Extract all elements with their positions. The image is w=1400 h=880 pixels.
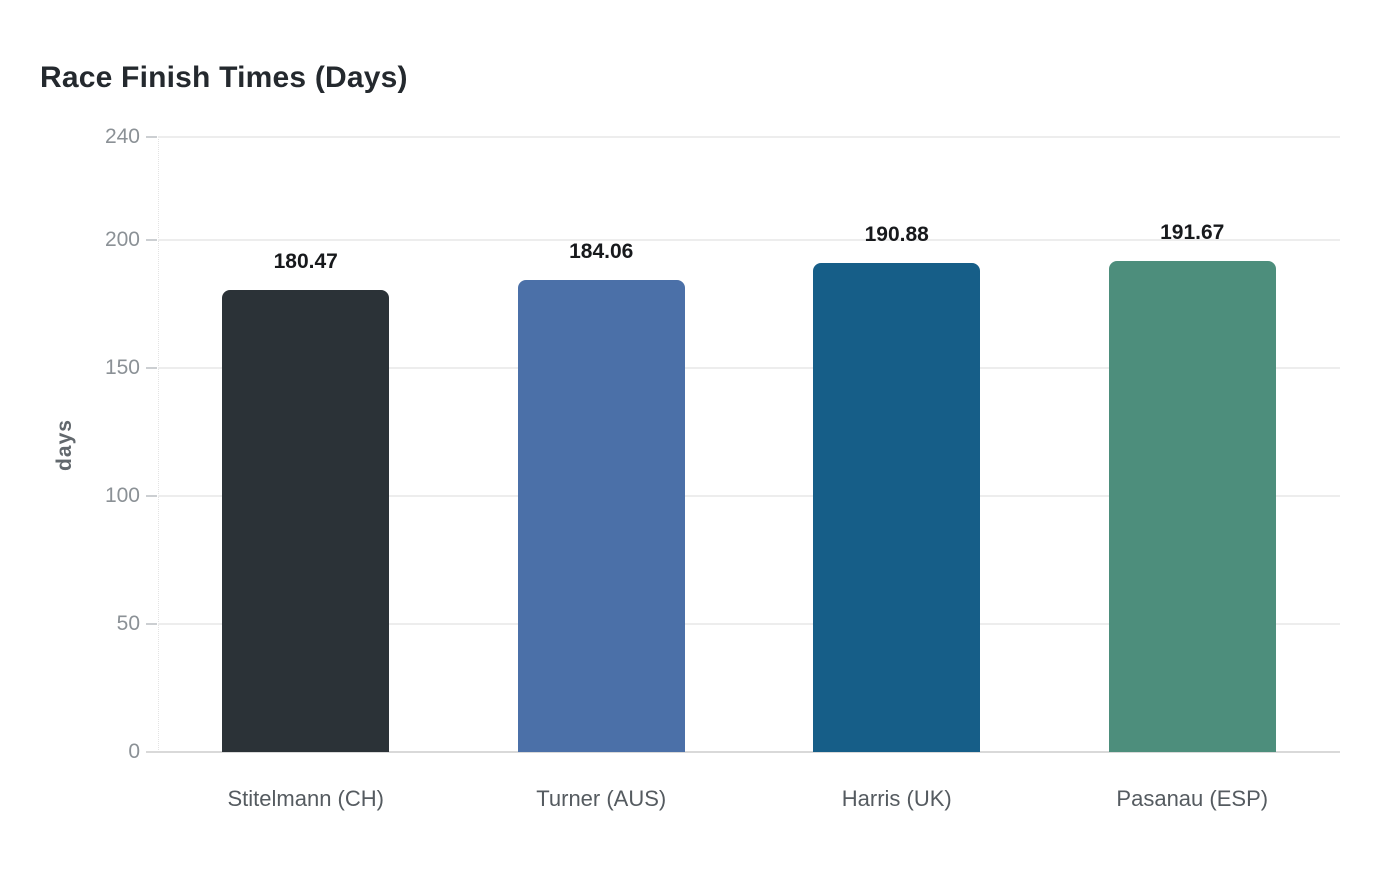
bar xyxy=(222,289,390,752)
x-axis-category-label: Harris (UK) xyxy=(841,786,952,811)
bar-value-label: 180.47 xyxy=(273,249,338,273)
x-axis-tick-labels: Stitelmann (CH) Turner (AUS) Harris (UK) Pa… xyxy=(158,786,1340,816)
bar xyxy=(1108,260,1276,752)
y-axis-line xyxy=(158,137,159,752)
gridline xyxy=(158,136,1340,138)
y-axis-tick-mark xyxy=(146,622,157,625)
bar-value-label: 190.88 xyxy=(864,222,929,246)
gridline xyxy=(158,366,1340,369)
y-axis-tick-mark xyxy=(146,238,157,241)
y-axis-tick-label: 240 xyxy=(104,125,140,148)
y-axis-tick-mark xyxy=(146,136,157,138)
y-axis-tick-label: 0 xyxy=(128,740,140,763)
y-axis-title: days xyxy=(53,419,76,471)
y-axis-tick-label: 100 xyxy=(104,483,140,507)
bar-value-label: 191.67 xyxy=(1160,220,1225,244)
chart-title: Race Finish Times (Days) xyxy=(40,61,408,94)
y-axis-tick-mark xyxy=(146,366,157,369)
gridline xyxy=(158,494,1340,497)
x-axis-category-label: Pasanau (ESP) xyxy=(1116,786,1269,811)
y-axis-tick-labels: 0 50 100 150 200 240 xyxy=(0,125,140,763)
y-axis-tick-label: 200 xyxy=(104,227,140,251)
x-axis-category-label: Turner (AUS) xyxy=(536,786,667,811)
y-axis-tick-mark xyxy=(146,494,157,497)
x-axis-category-label: Stitelmann (CH) xyxy=(227,786,384,811)
y-axis-tick-label: 150 xyxy=(104,355,140,379)
x-axis-line xyxy=(146,751,1340,753)
bar xyxy=(813,262,981,752)
plot-area: 180.47 184.06 190.88 191.67 xyxy=(146,136,1340,753)
gridline xyxy=(158,622,1340,625)
bar xyxy=(517,280,685,752)
y-axis-tick-label: 50 xyxy=(116,611,140,635)
gridline xyxy=(158,238,1340,241)
bar-value-label: 184.06 xyxy=(569,240,634,264)
